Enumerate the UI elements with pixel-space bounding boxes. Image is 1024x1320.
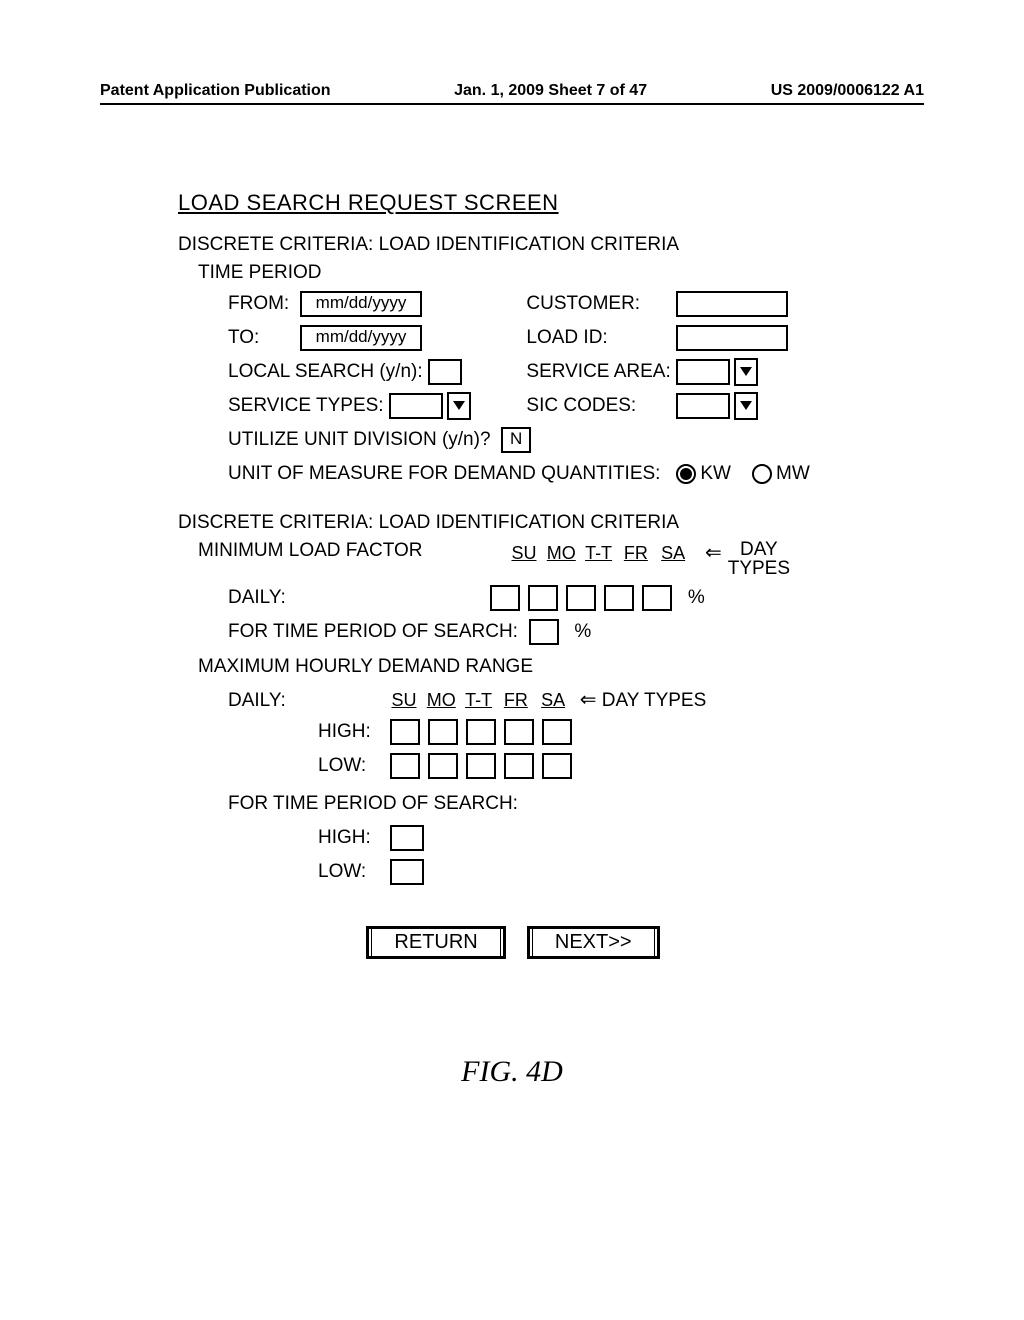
low-mo[interactable] <box>428 753 458 779</box>
page-header: Patent Application Publication Jan. 1, 2… <box>100 82 924 105</box>
high-su[interactable] <box>390 719 420 745</box>
day2-su: SU <box>388 690 420 711</box>
max-hourly-label: MAXIMUM HOURLY DEMAND RANGE <box>198 656 848 678</box>
low-tt[interactable] <box>466 753 496 779</box>
uom-kw-radio[interactable] <box>676 464 696 484</box>
service-types-label: SERVICE TYPES: <box>228 395 384 417</box>
service-types-dropdown-icon[interactable] <box>447 392 471 420</box>
daily-label-1: DAILY: <box>228 587 490 609</box>
low-label-2: LOW: <box>318 861 390 883</box>
return-button[interactable]: RETURN <box>366 926 505 959</box>
figure-label: FIG. 4D <box>0 1055 1024 1089</box>
sic-codes-label: SIC CODES: <box>526 395 676 417</box>
for-period-label-2: FOR TIME PERIOD OF SEARCH: <box>228 793 518 815</box>
arrow-left-icon: ⇐ <box>705 542 722 564</box>
utilize-label: UTILIZE UNIT DIVISION (y/n)? <box>228 429 491 451</box>
sic-codes-dropdown-icon[interactable] <box>734 392 758 420</box>
low-sa[interactable] <box>542 753 572 779</box>
section1-heading: DISCRETE CRITERIA: LOAD IDENTIFICATION C… <box>178 234 848 256</box>
uom-mw-radio[interactable] <box>752 464 772 484</box>
next-button[interactable]: NEXT>> <box>527 926 660 959</box>
to-input[interactable]: mm/dd/yyyy <box>300 325 422 351</box>
header-center: Jan. 1, 2009 Sheet 7 of 47 <box>454 82 647 100</box>
day-sa: SA <box>657 543 689 564</box>
sic-codes-input[interactable] <box>676 393 730 419</box>
mlf-tt[interactable] <box>566 585 596 611</box>
section2-heading: DISCRETE CRITERIA: LOAD IDENTIFICATION C… <box>178 512 848 534</box>
low-fr[interactable] <box>504 753 534 779</box>
screen-content: LOAD SEARCH REQUEST SCREEN DISCRETE CRIT… <box>178 190 848 959</box>
utilize-input[interactable]: N <box>501 427 531 453</box>
low-label-1: LOW: <box>318 755 390 777</box>
next-button-label: NEXT>> <box>532 927 655 957</box>
high-tt[interactable] <box>466 719 496 745</box>
low-period-input[interactable] <box>390 859 424 885</box>
time-period-label: TIME PERIOD <box>198 262 848 284</box>
to-label: TO: <box>228 327 300 349</box>
load-id-label: LOAD ID: <box>526 327 676 349</box>
high-label-1: HIGH: <box>318 721 390 743</box>
day-tt: T-T <box>583 543 615 564</box>
local-search-label: LOCAL SEARCH (y/n): <box>228 361 423 383</box>
for-period-label-1: FOR TIME PERIOD OF SEARCH: <box>228 621 518 643</box>
customer-label: CUSTOMER: <box>526 293 676 315</box>
high-fr[interactable] <box>504 719 534 745</box>
high-sa[interactable] <box>542 719 572 745</box>
day2-mo: MO <box>425 690 457 711</box>
service-area-label: SERVICE AREA: <box>526 361 676 383</box>
uom-label: UNIT OF MEASURE FOR DEMAND QUANTITIES: <box>228 463 660 485</box>
customer-input[interactable] <box>676 291 788 317</box>
daily-label-2: DAILY: <box>228 690 388 712</box>
percent-1: % <box>688 587 705 609</box>
from-input[interactable]: mm/dd/yyyy <box>300 291 422 317</box>
arrow-left-icon-2: ⇐ <box>580 689 597 711</box>
day-fr: FR <box>620 543 652 564</box>
day2-fr: FR <box>500 690 532 711</box>
return-button-label: RETURN <box>371 927 500 957</box>
uom-mw-label: MW <box>776 463 810 485</box>
day-su: SU <box>508 543 540 564</box>
day-types-label-2: DAY TYPES <box>602 690 707 711</box>
day-types-label: DAYTYPES <box>728 540 790 578</box>
high-label-2: HIGH: <box>318 827 390 849</box>
low-su[interactable] <box>390 753 420 779</box>
mlf-mo[interactable] <box>528 585 558 611</box>
load-id-input[interactable] <box>676 325 788 351</box>
mlf-fr[interactable] <box>604 585 634 611</box>
service-area-dropdown-icon[interactable] <box>734 358 758 386</box>
high-period-input[interactable] <box>390 825 424 851</box>
header-left: Patent Application Publication <box>100 82 331 100</box>
mlf-period-input[interactable] <box>529 619 559 645</box>
uom-kw-label: KW <box>700 463 731 485</box>
local-search-input[interactable] <box>428 359 462 385</box>
day-mo: MO <box>545 543 577 564</box>
high-mo[interactable] <box>428 719 458 745</box>
service-area-input[interactable] <box>676 359 730 385</box>
service-types-input[interactable] <box>389 393 443 419</box>
mlf-su[interactable] <box>490 585 520 611</box>
percent-2: % <box>574 621 591 643</box>
from-label: FROM: <box>228 293 300 315</box>
day2-sa: SA <box>537 690 569 711</box>
day2-tt: T-T <box>463 690 495 711</box>
min-load-factor-label: MINIMUM LOAD FACTOR <box>198 540 508 562</box>
screen-title: LOAD SEARCH REQUEST SCREEN <box>178 190 848 216</box>
header-right: US 2009/0006122 A1 <box>771 82 924 100</box>
mlf-sa[interactable] <box>642 585 672 611</box>
